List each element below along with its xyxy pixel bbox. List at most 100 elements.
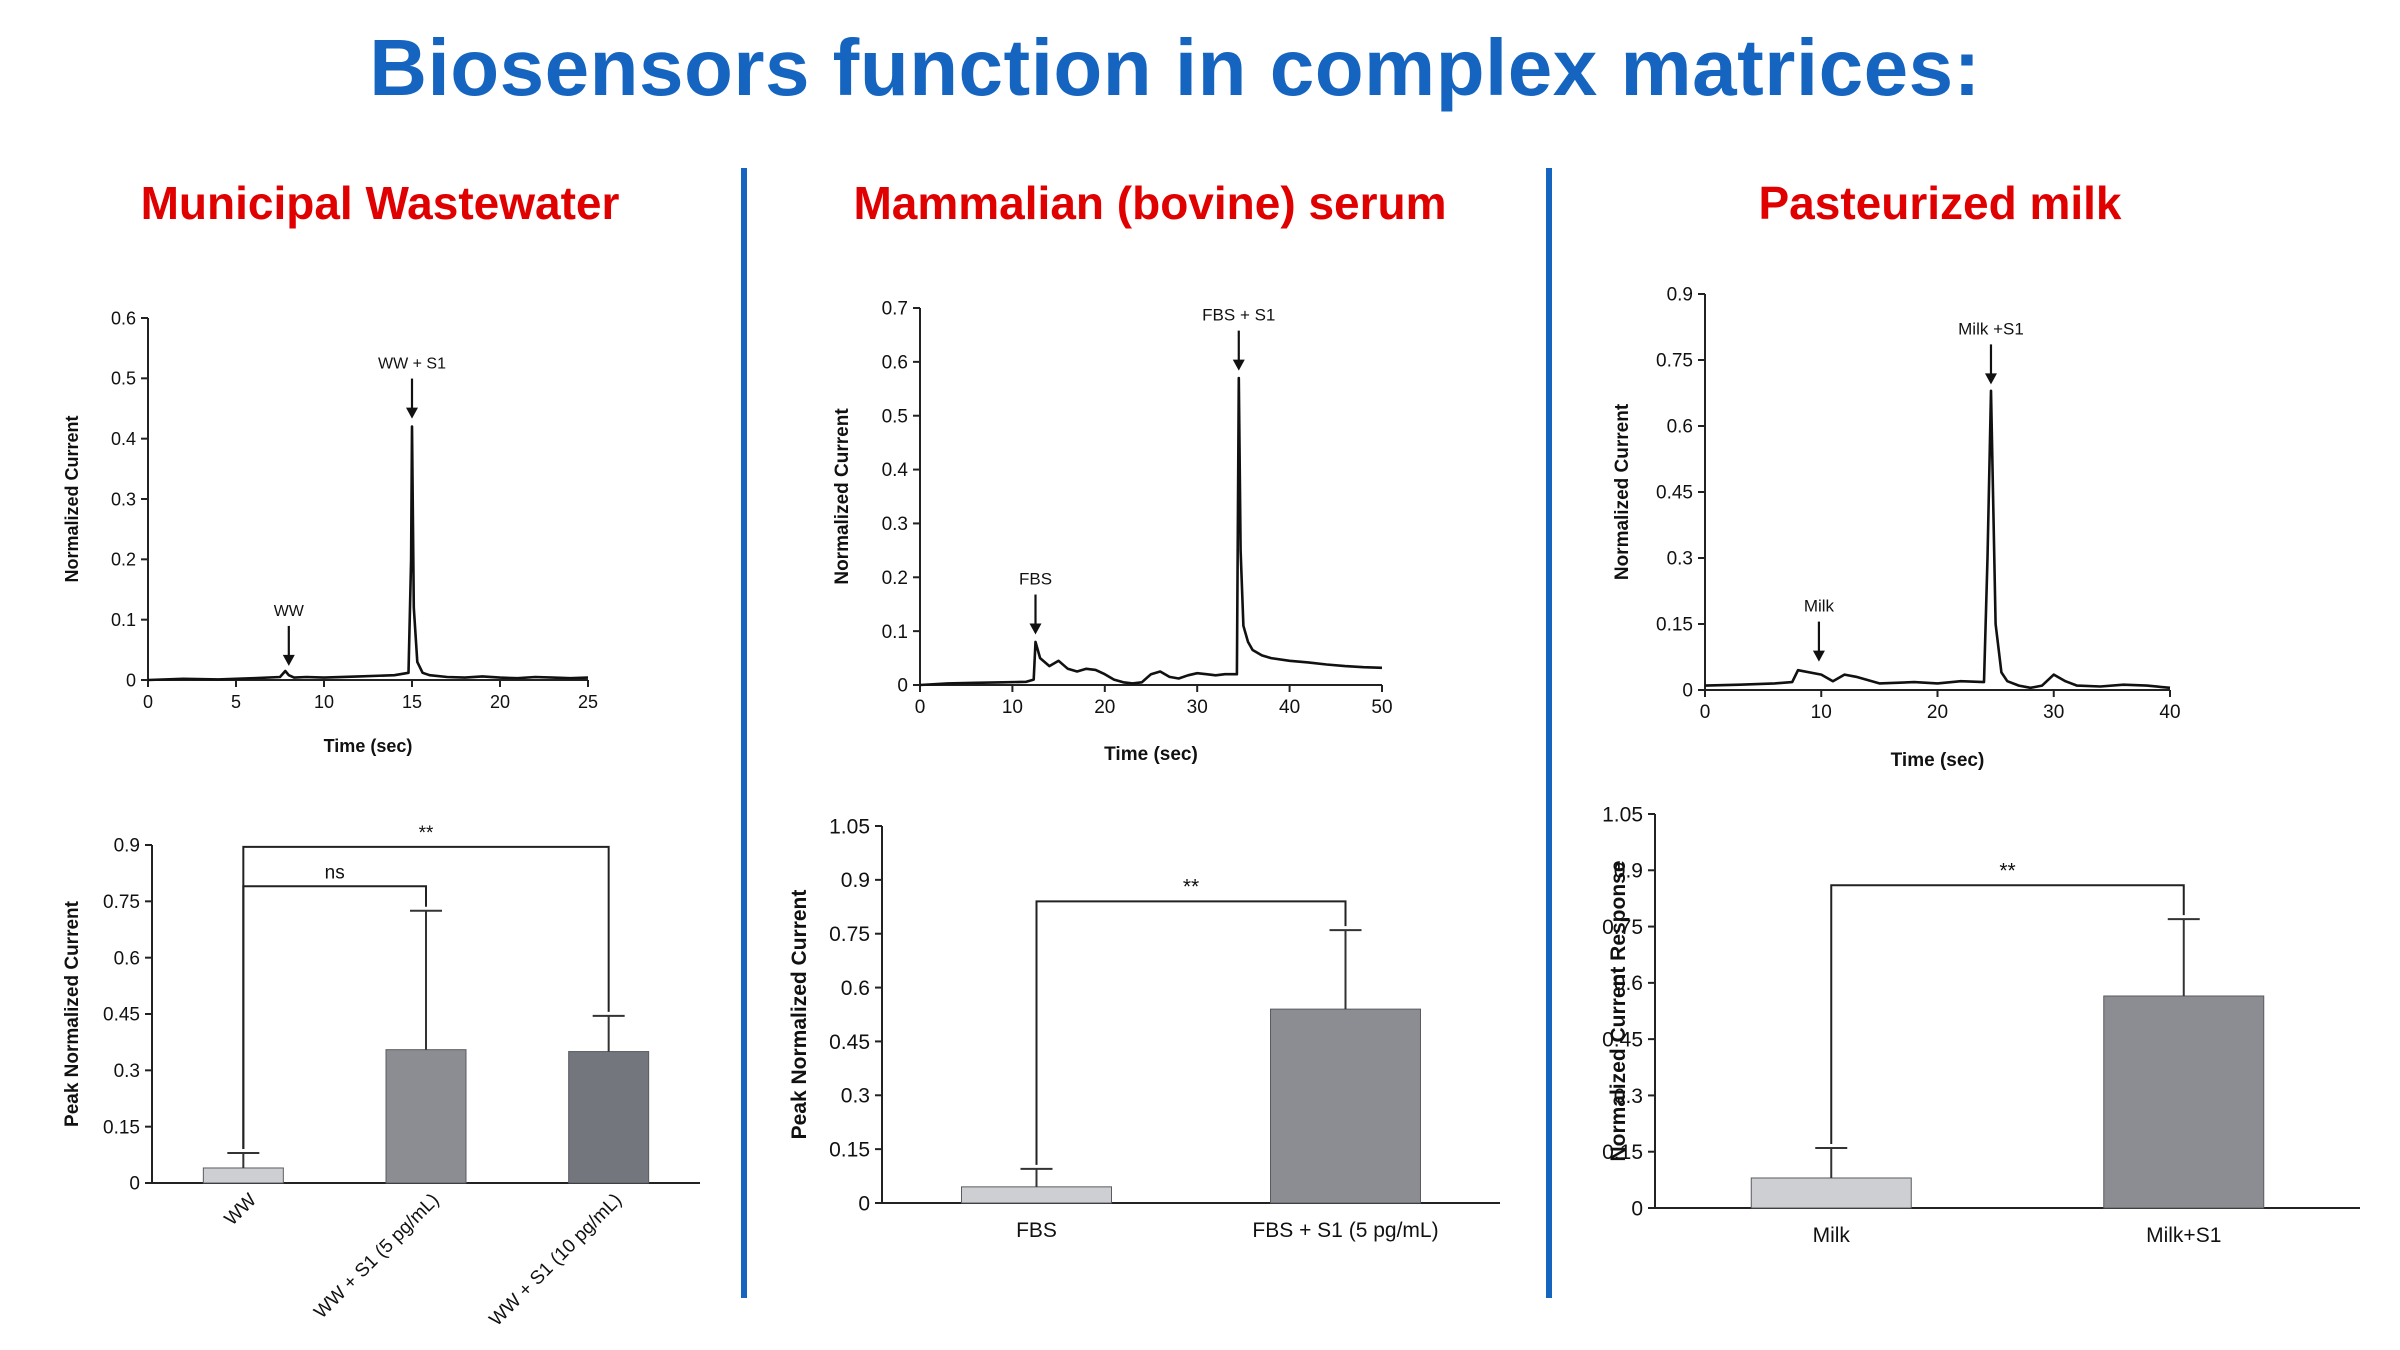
bar [568, 1051, 650, 1184]
annotation-label: Milk [1804, 597, 1835, 616]
panel-title-serum: Mammalian (bovine) serum [853, 177, 1447, 229]
x-tick-label: Milk+S1 [2146, 1224, 2221, 1247]
y-tick-label: 0.3 [841, 1085, 870, 1108]
annotation-label: FBS + S1 [1202, 306, 1275, 325]
y-tick-label: 0.4 [882, 460, 909, 481]
y-tick-label: 0.45 [829, 1031, 870, 1054]
significance-label: ** [1999, 859, 2015, 882]
x-tick-label: 30 [2043, 702, 2064, 723]
y-tick-label: 0.9 [841, 869, 870, 892]
y-tick-label: 0.9 [1667, 285, 1693, 306]
ww-bars-chart: 0 0.15 0.3 0.45 0.6 0.75 0.9 Peak Normalized Cu… [62, 823, 700, 1330]
y-tick-label: 0.3 [114, 1061, 140, 1082]
x-tick-label: WW [221, 1190, 261, 1230]
annotation-label: Milk +S1 [1958, 319, 2024, 338]
milk-trace-chart: 0 0.15 0.3 0.45 0.6 0.75 0.9 Normalized Current… [1612, 285, 2181, 771]
annotation-label: FBS [1019, 570, 1052, 589]
y-tick-label: 0.75 [103, 892, 140, 913]
y-tick-label: 0 [1631, 1197, 1643, 1220]
annotation-arrowhead [1029, 623, 1042, 635]
significance-label: ** [419, 823, 434, 844]
y-tick-label: 0.6 [114, 948, 140, 969]
fbs-bars-chart: 0 0.15 0.3 0.45 0.6 0.75 0.9 1.05 Peak Normalize… [788, 815, 1500, 1242]
page-title: Biosensors function in complex matrices: [369, 23, 1981, 112]
y-tick-label: 0 [126, 670, 136, 690]
x-tick-label: 0 [143, 692, 153, 712]
x-tick-label: FBS + S1 (5 pg/mL) [1252, 1219, 1438, 1242]
significance-label: ** [1183, 875, 1199, 898]
x-tick-label: 25 [578, 692, 598, 712]
x-tick-label: 15 [402, 692, 422, 712]
x-tick-label: WW + S1 (10 pg/mL) [486, 1190, 627, 1331]
x-axis-label: Time (sec) [324, 736, 413, 756]
bar [202, 1167, 284, 1184]
x-tick-label: 10 [1002, 697, 1023, 718]
y-axis-label: Normalized Current [1612, 403, 1633, 580]
y-tick-label: 0.6 [1614, 972, 1643, 995]
y-axis-label: Normalized Current Response [1607, 860, 1630, 1161]
y-tick-label: 0.75 [1602, 916, 1643, 939]
divider-right [1546, 168, 1552, 1298]
y-tick-label: 0.1 [882, 622, 908, 643]
y-tick-label: 0.15 [1656, 615, 1693, 636]
x-axis-label: Time (sec) [1104, 744, 1198, 765]
y-tick-label: 0.2 [882, 568, 908, 589]
y-tick-label: 0.6 [841, 977, 870, 1000]
y-tick-label: 0.3 [1667, 549, 1693, 570]
y-tick-label: 0.15 [829, 1138, 870, 1161]
x-tick-label: 20 [1927, 702, 1948, 723]
y-tick-label: 0.4 [111, 429, 136, 449]
x-tick-label: 0 [915, 697, 926, 718]
significance-label: ns [325, 862, 345, 883]
bar [385, 1049, 467, 1184]
y-tick-label: 0.3 [111, 489, 136, 509]
divider-left [741, 168, 747, 1298]
annotation-arrowhead [1812, 650, 1825, 662]
panel-title-milk: Pasteurized milk [1758, 177, 2122, 229]
y-tick-label: 0 [897, 676, 908, 697]
x-tick-label: 0 [1700, 702, 1711, 723]
y-tick-label: 1.05 [829, 815, 870, 838]
significance-bracket [1830, 884, 2185, 1144]
x-tick-label: 20 [1094, 697, 1115, 718]
y-axis-label: Normalized Current [62, 415, 82, 582]
y-tick-label: 0.45 [103, 1005, 140, 1026]
y-tick-label: 1.05 [1602, 803, 1643, 826]
x-tick-label: 20 [490, 692, 510, 712]
annotation-label: WW [274, 603, 305, 620]
ww-trace-chart: 0 0.1 0.2 0.3 0.4 0.5 0.6 Normalized Current 0 5 1… [62, 308, 598, 756]
x-tick-label: 40 [1279, 697, 1300, 718]
panel-title-wastewater: Municipal Wastewater [140, 177, 620, 229]
y-tick-label: 0.7 [882, 299, 908, 320]
y-tick-label: 0.5 [111, 369, 136, 389]
bar [961, 1186, 1112, 1204]
x-tick-label: Milk [1813, 1224, 1851, 1247]
y-tick-label: 0.6 [1667, 417, 1693, 438]
x-tick-label: FBS [1016, 1219, 1057, 1242]
trace-line [1704, 389, 2171, 690]
annotation-arrowhead [1232, 359, 1245, 371]
annotation-label: WW + S1 [378, 356, 446, 373]
y-axis-label: Peak Normalized Current [788, 890, 811, 1140]
y-tick-label: 0.15 [103, 1117, 140, 1138]
milk-bars-chart: 0 0.15 0.3 0.45 0.6 0.75 0.9 1.05 Normalized Cur… [1602, 803, 2360, 1247]
y-tick-label: 0.45 [1602, 1028, 1643, 1051]
y-tick-label: 0.45 [1656, 483, 1693, 504]
x-axis-label: Time (sec) [1891, 750, 1985, 771]
bar [2103, 995, 2265, 1209]
y-tick-label: 0 [1682, 681, 1693, 702]
y-tick-label: 0.9 [1614, 860, 1643, 883]
y-axis-label: Peak Normalized Current [62, 900, 83, 1127]
x-tick-label: 5 [231, 692, 241, 712]
x-tick-label: 40 [2159, 702, 2180, 723]
fbs-trace-chart: 0 0.1 0.2 0.3 0.4 0.5 0.6 0.7 Normalized Current… [832, 299, 1393, 765]
y-tick-label: 0.5 [882, 406, 908, 427]
y-tick-label: 0.75 [1656, 351, 1693, 372]
significance-bracket [1035, 900, 1347, 1165]
bar [1270, 1008, 1421, 1204]
y-tick-label: 0 [129, 1174, 140, 1195]
annotation-arrowhead [406, 407, 418, 419]
x-tick-label: WW + S1 (5 pg/mL) [310, 1190, 443, 1323]
y-tick-label: 0 [858, 1192, 870, 1215]
